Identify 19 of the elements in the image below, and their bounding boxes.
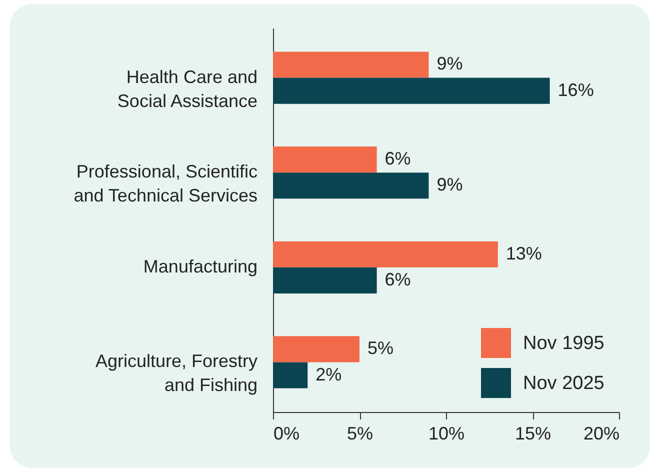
data-label: 2%: [316, 364, 342, 384]
data-label: 13%: [506, 243, 542, 264]
legend-label: Nov 2025: [523, 373, 604, 394]
y-tick-label: Manufacturing: [143, 256, 258, 276]
data-label: 9%: [436, 174, 463, 195]
x-tick-label: 0%: [274, 424, 300, 444]
data-label: 5%: [368, 338, 394, 358]
x-tick-label: 10%: [428, 424, 465, 444]
x-tick-label: 15%: [514, 424, 552, 444]
data-label: 16%: [558, 80, 594, 100]
x-tick-label: 20%: [583, 424, 620, 444]
y-tick-label: Professional, Scientific and Technical Services: [74, 162, 258, 206]
data-label: 9%: [436, 54, 463, 74]
y-tick-label: Agriculture, Forestry and Fishing: [95, 351, 258, 396]
x-tick-label: 5%: [346, 424, 374, 444]
legend-label: Nov 1995: [523, 333, 604, 354]
data-label: 6%: [384, 148, 411, 169]
data-label: 6%: [384, 269, 411, 290]
y-tick-label: Health Care and Social Assistance: [117, 66, 258, 111]
